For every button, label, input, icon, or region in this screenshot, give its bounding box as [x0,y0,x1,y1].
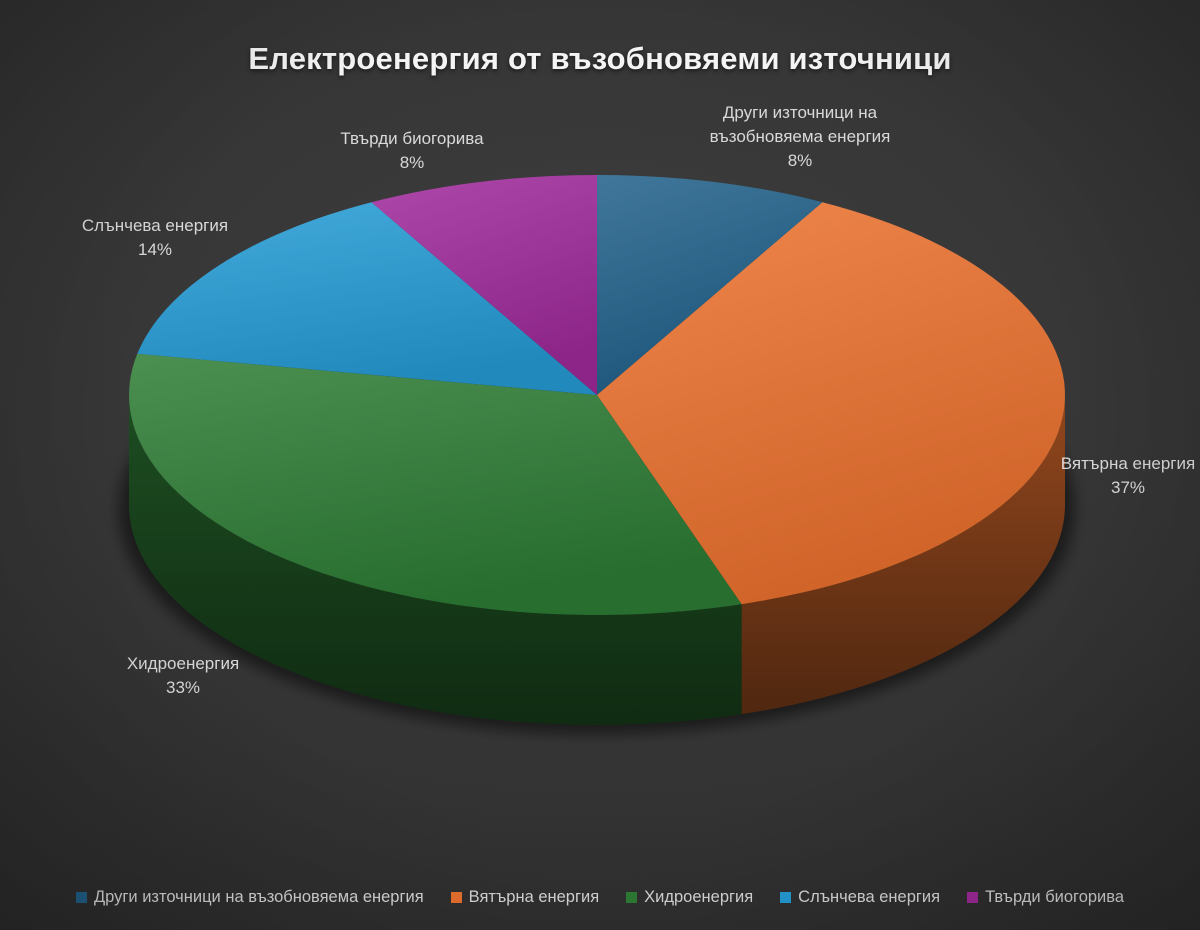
legend-item-wind: Вятърна енергия [450,888,600,907]
pie-slice-0 [597,175,823,395]
legend-item-hydro: Хидроенергия [626,888,753,907]
data-label-others-text: Други източници на възобновяема енергия [709,103,891,146]
legend-swatch-biofuels [967,892,979,903]
legend-label-wind: Вятърна енергия [468,888,600,906]
legend-label-solar: Слънчева енергия [798,888,941,906]
legend-item-solar: Слънчева енергия [780,888,940,907]
legend-swatch-solar [780,892,792,903]
legend-swatch-hydro [626,892,638,903]
data-label-hydro-text: Хидроенергия [126,654,240,673]
pie-slice-1 [597,202,1065,605]
data-label-others-percent: 8% [787,151,813,170]
data-label-biofuels-text: Твърди биогорива [340,129,484,148]
data-label-hydro-percent: 33% [165,678,201,697]
legend-label-biofuels: Твърди биогорива [985,888,1125,906]
data-label-hydro: Хидроенергия 33% [53,652,313,700]
pie-slice-3 [137,202,598,395]
pie-slice-2 [129,353,742,615]
chart-legend: Други източници на възобновяема енергия … [0,888,1200,907]
data-label-biofuels-percent: 8% [399,153,425,172]
legend-item-others: Други източници на възобновяема енергия [75,888,424,907]
pie-slice-side-1 [741,395,1065,715]
pie-slice-4 [371,175,597,395]
data-label-others: Други източници на възобновяема енергия … [694,101,906,173]
data-label-solar-text: Слънчева енергия [81,216,229,235]
data-label-wind-percent: 37% [1110,478,1146,497]
legend-label-hydro: Хидроенергия [644,888,754,906]
chart-title: Електроенергия от възобновяеми източници [248,40,952,76]
legend-item-biofuels: Твърди биогорива [967,888,1124,907]
data-label-biofuels: Твърди биогорива 8% [282,127,542,175]
data-label-solar-percent: 14% [137,240,173,259]
pie-slice-side-2 [129,395,742,725]
legend-label-others: Други източници на възобновяема енергия [93,888,424,906]
data-label-solar: Слънчева енергия 14% [25,214,285,262]
legend-swatch-wind [450,892,462,903]
data-label-wind-text: Вятърна енергия [1060,454,1196,473]
legend-swatch-others [75,892,87,903]
data-label-wind: Вятърна енергия 37% [998,452,1200,500]
